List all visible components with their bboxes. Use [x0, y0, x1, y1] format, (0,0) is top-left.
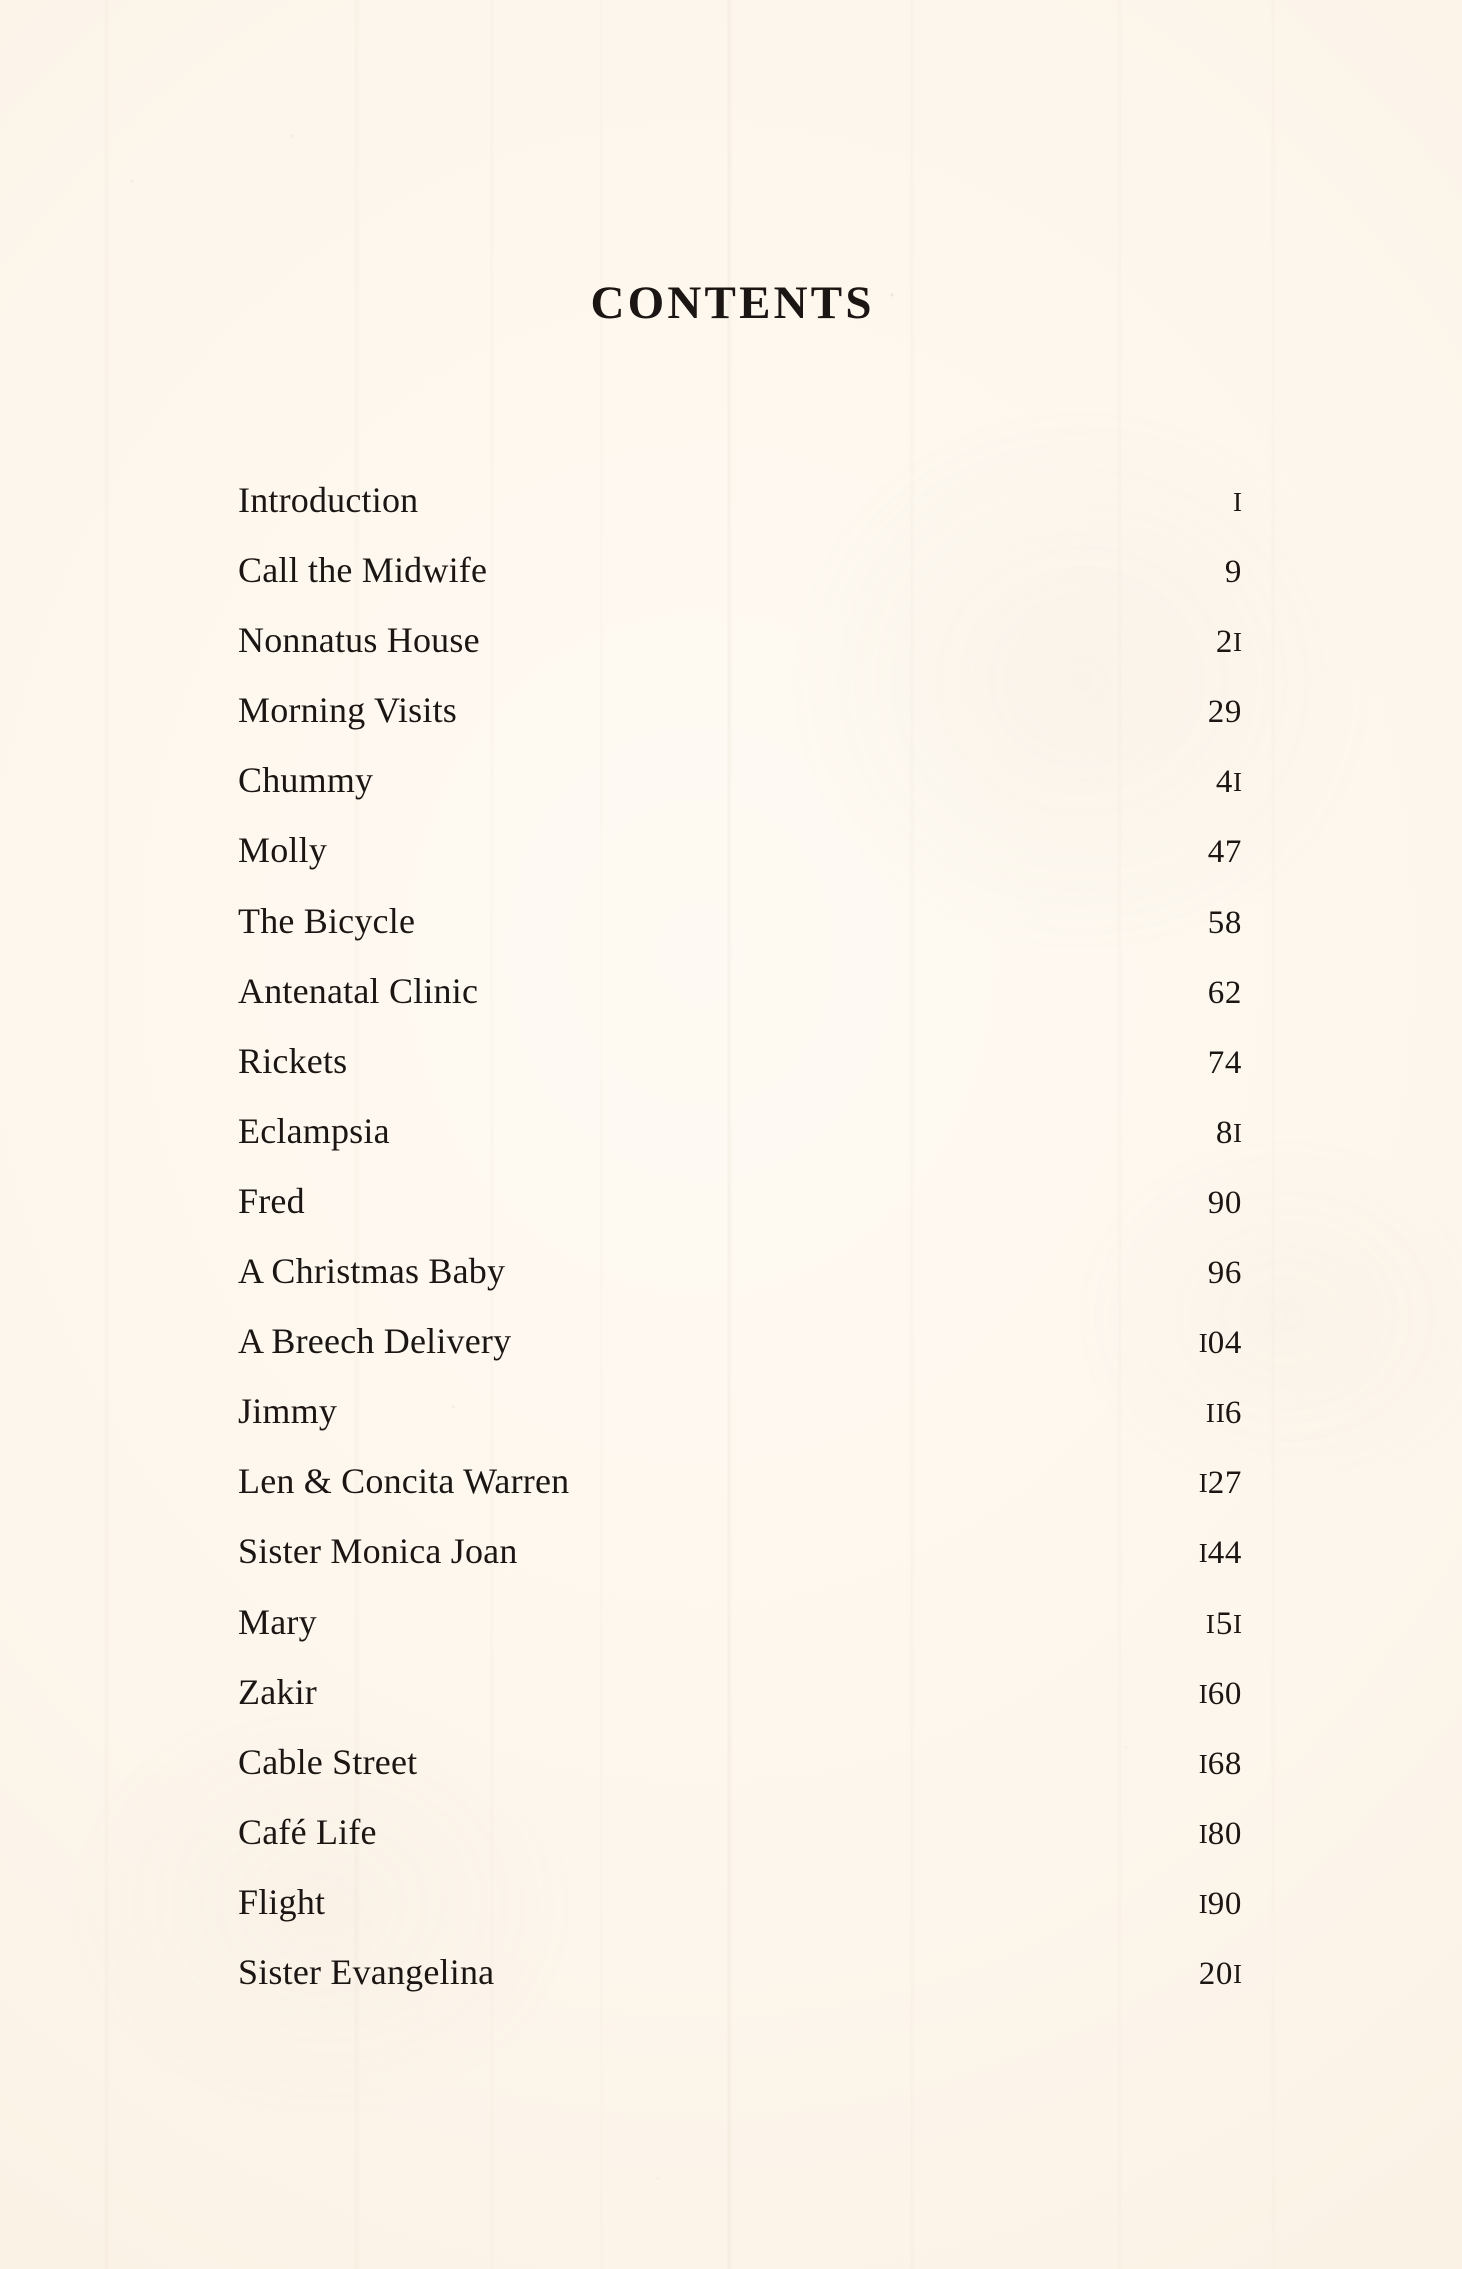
toc-entry-page-number: II6 [1205, 1395, 1242, 1432]
toc-entry-page-number: I80 [1198, 1815, 1242, 1852]
toc-entry-page-number: 74 [1207, 1044, 1242, 1081]
oldstyle-one-glyph: I [1198, 1678, 1208, 1709]
toc-entry-page-number: 2I [1215, 624, 1242, 661]
toc-entry[interactable]: Rickets 74 [238, 1043, 1242, 1113]
toc-entry[interactable]: Call the Midwife 9 [238, 552, 1242, 622]
toc-entry-label: The Bicycle [238, 900, 416, 941]
toc-entry-page-number: 62 [1207, 974, 1242, 1011]
toc-entry-label: Zakir [238, 1671, 317, 1712]
oldstyle-one-glyph: I [1205, 1398, 1215, 1429]
toc-entry-label: Morning Visits [238, 690, 458, 731]
oldstyle-one-glyph: I [1233, 767, 1242, 798]
toc-entry[interactable]: Antenatal Clinic 62 [238, 973, 1242, 1043]
toc-entry-page-number: 90 [1207, 1184, 1242, 1221]
toc-entry[interactable]: Jimmy II6 [238, 1393, 1242, 1463]
table-of-contents-list: Introduction I Call the Midwife 9 Nonnatus H… [238, 482, 1242, 2024]
toc-entry-page-number: 9 [1224, 554, 1242, 591]
toc-entry-page-number: 47 [1207, 834, 1242, 871]
toc-entry-label: Molly [238, 830, 328, 871]
toc-entry-page-number: 20I [1198, 1955, 1242, 1992]
toc-entry-page-number: I04 [1198, 1325, 1242, 1362]
toc-entry-page-number: I90 [1198, 1885, 1242, 1922]
toc-entry-label: Mary [238, 1601, 317, 1642]
toc-entry[interactable]: Fred 90 [238, 1183, 1242, 1253]
toc-entry-label: Jimmy [238, 1391, 338, 1432]
toc-entry[interactable]: Introduction I [238, 482, 1242, 552]
toc-entry[interactable]: Sister Monica Joan I44 [238, 1533, 1242, 1603]
toc-entry[interactable]: Sister Evangelina 20I [238, 1954, 1242, 2024]
oldstyle-one-glyph: I [1233, 1117, 1242, 1148]
toc-entry[interactable]: Nonnatus House 2I [238, 622, 1242, 692]
toc-entry-label: Cable Street [238, 1741, 418, 1782]
toc-entry[interactable]: A Christmas Baby 96 [238, 1253, 1242, 1323]
toc-entry[interactable]: Morning Visits 29 [238, 692, 1242, 762]
toc-entry-page-number: I [1233, 486, 1242, 519]
toc-entry-label: A Christmas Baby [238, 1251, 506, 1292]
toc-entry[interactable]: The Bicycle 58 [238, 903, 1242, 973]
toc-entry-label: Eclampsia [238, 1110, 390, 1151]
oldstyle-one-glyph: I [1233, 1608, 1242, 1639]
toc-entry[interactable]: Cable Street I68 [238, 1744, 1242, 1814]
toc-entry[interactable]: Café Life I80 [238, 1814, 1242, 1884]
oldstyle-one-glyph: I [1198, 1888, 1208, 1919]
toc-entry-label: Sister Evangelina [238, 1951, 495, 1992]
toc-entry[interactable]: A Breech Delivery I04 [238, 1323, 1242, 1393]
toc-entry-label: Call the Midwife [238, 550, 488, 591]
toc-entry-page-number: 4I [1215, 764, 1242, 801]
toc-entry[interactable]: Flight I90 [238, 1884, 1242, 1954]
toc-entry-label: Chummy [238, 760, 374, 801]
toc-entry-page-number: I5I [1205, 1605, 1242, 1642]
toc-entry-label: Len & Concita Warren [238, 1461, 570, 1502]
toc-entry-label: Flight [238, 1881, 326, 1922]
toc-entry[interactable]: Mary I5I [238, 1604, 1242, 1674]
toc-entry-page-number: I68 [1198, 1745, 1242, 1782]
toc-entry-page-number: 8I [1215, 1114, 1242, 1151]
page-title: CONTENTS [590, 277, 875, 330]
toc-entry-label: Sister Monica Joan [238, 1531, 518, 1572]
oldstyle-one-glyph: I [1198, 1328, 1208, 1359]
toc-entry-page-number: I44 [1198, 1535, 1242, 1572]
toc-entry[interactable]: Molly 47 [238, 832, 1242, 902]
toc-entry[interactable]: Chummy 4I [238, 762, 1242, 832]
toc-entry-page-number: I60 [1198, 1675, 1242, 1712]
oldstyle-one-glyph: I [1198, 1468, 1208, 1499]
toc-entry-label: A Breech Delivery [238, 1321, 512, 1362]
toc-entry[interactable]: Zakir I60 [238, 1674, 1242, 1744]
toc-entry[interactable]: Eclampsia 8I [238, 1113, 1242, 1183]
toc-entry-page-number: 29 [1207, 694, 1242, 731]
toc-entry-label: Nonnatus House [238, 620, 480, 661]
oldstyle-one-glyph: I [1198, 1748, 1208, 1779]
toc-entry-label: Fred [238, 1180, 305, 1221]
toc-entry[interactable]: Len & Concita Warren I27 [238, 1463, 1242, 1533]
oldstyle-one-glyph: I [1198, 1818, 1208, 1849]
toc-entry-label: Introduction [238, 480, 419, 520]
oldstyle-one-glyph: I [1198, 1538, 1208, 1569]
toc-entry-page-number: 58 [1207, 904, 1242, 941]
toc-entry-page-number: I27 [1198, 1465, 1242, 1502]
oldstyle-one-glyph: I [1215, 1398, 1225, 1429]
toc-entry-label: Café Life [238, 1811, 377, 1852]
oldstyle-one-glyph: I [1233, 1958, 1242, 1989]
toc-entry-label: Rickets [238, 1040, 348, 1081]
oldstyle-one-glyph: I [1233, 627, 1242, 658]
toc-entry-label: Antenatal Clinic [238, 970, 479, 1011]
oldstyle-one-glyph: I [1205, 1608, 1215, 1639]
oldstyle-one-glyph: I [1233, 487, 1242, 517]
toc-entry-page-number: 96 [1207, 1255, 1242, 1292]
